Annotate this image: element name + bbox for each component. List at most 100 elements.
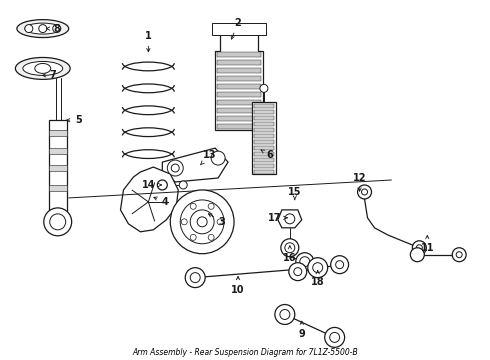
Text: 2: 2 [231, 18, 242, 39]
Bar [49, 130, 67, 136]
Circle shape [294, 268, 302, 276]
Circle shape [413, 241, 426, 255]
Polygon shape [215, 31, 263, 130]
Circle shape [416, 245, 422, 251]
Circle shape [358, 185, 371, 199]
Circle shape [53, 24, 61, 32]
Text: 10: 10 [231, 276, 245, 294]
Bar [254, 134, 274, 138]
Circle shape [50, 214, 66, 230]
Text: Arm Assembly - Rear Suspension Diagram for 7L1Z-5500-B: Arm Assembly - Rear Suspension Diagram f… [132, 348, 358, 357]
Text: 9: 9 [298, 321, 305, 339]
Circle shape [190, 203, 196, 209]
Bar [254, 122, 274, 126]
Text: 14: 14 [142, 180, 161, 190]
Circle shape [281, 239, 299, 257]
Circle shape [208, 203, 214, 209]
Ellipse shape [25, 23, 61, 34]
Circle shape [181, 219, 187, 225]
Bar [217, 76, 261, 81]
Bar [217, 116, 261, 121]
Circle shape [157, 180, 167, 190]
Circle shape [190, 210, 214, 234]
Circle shape [313, 263, 323, 273]
Circle shape [25, 24, 33, 32]
Bar [254, 146, 274, 150]
Bar [49, 185, 67, 191]
Text: 15: 15 [288, 187, 301, 200]
Text: 17: 17 [268, 213, 287, 223]
Polygon shape [278, 210, 302, 228]
Bar [254, 116, 274, 120]
Bar [212, 23, 266, 35]
Circle shape [44, 208, 72, 236]
Bar [49, 148, 67, 154]
Bar [254, 140, 274, 144]
Bar [254, 128, 274, 132]
Text: 3: 3 [208, 214, 225, 227]
Bar [254, 110, 274, 114]
Circle shape [190, 234, 196, 240]
Ellipse shape [23, 62, 63, 75]
Circle shape [362, 189, 368, 195]
Bar [254, 158, 274, 162]
Circle shape [456, 252, 462, 258]
Bar [217, 60, 261, 66]
Bar [217, 124, 261, 129]
Text: 6: 6 [261, 150, 273, 160]
Bar [49, 165, 67, 171]
Text: 12: 12 [353, 173, 367, 191]
Circle shape [185, 268, 205, 288]
Circle shape [208, 234, 214, 240]
Bar [49, 120, 67, 215]
Text: 7: 7 [43, 71, 56, 80]
Circle shape [275, 305, 295, 324]
Circle shape [452, 248, 466, 262]
Circle shape [285, 214, 295, 224]
Bar [217, 100, 261, 105]
Bar [217, 84, 261, 89]
Ellipse shape [15, 58, 70, 80]
Circle shape [308, 258, 328, 278]
Text: 13: 13 [200, 150, 217, 165]
Polygon shape [121, 167, 178, 232]
Bar [217, 53, 261, 58]
Bar [217, 108, 261, 113]
Text: 8: 8 [47, 24, 60, 33]
Circle shape [180, 200, 224, 244]
Text: 4: 4 [154, 197, 169, 207]
Text: 18: 18 [311, 270, 324, 287]
Polygon shape [162, 148, 228, 182]
Circle shape [179, 181, 187, 189]
Circle shape [190, 273, 200, 283]
Circle shape [296, 253, 314, 271]
Circle shape [172, 164, 179, 172]
Bar [217, 68, 261, 73]
Bar [252, 102, 276, 174]
Circle shape [211, 151, 225, 165]
Ellipse shape [35, 63, 51, 73]
Circle shape [300, 257, 310, 267]
Text: 16: 16 [283, 246, 296, 263]
Circle shape [260, 84, 268, 92]
Text: 1: 1 [145, 31, 152, 52]
Bar [254, 152, 274, 156]
Circle shape [167, 160, 183, 176]
Bar [217, 92, 261, 97]
Circle shape [197, 217, 207, 227]
Circle shape [289, 263, 307, 280]
Bar [254, 170, 274, 174]
Circle shape [336, 261, 343, 269]
Circle shape [410, 248, 424, 262]
Bar [254, 164, 274, 168]
Circle shape [280, 310, 290, 319]
Circle shape [39, 24, 47, 32]
Circle shape [217, 219, 223, 225]
Bar [254, 104, 274, 108]
Text: 5: 5 [67, 115, 82, 125]
Circle shape [285, 243, 295, 253]
Circle shape [171, 190, 234, 254]
Circle shape [331, 256, 348, 274]
Text: 11: 11 [420, 235, 434, 253]
Ellipse shape [17, 20, 69, 37]
